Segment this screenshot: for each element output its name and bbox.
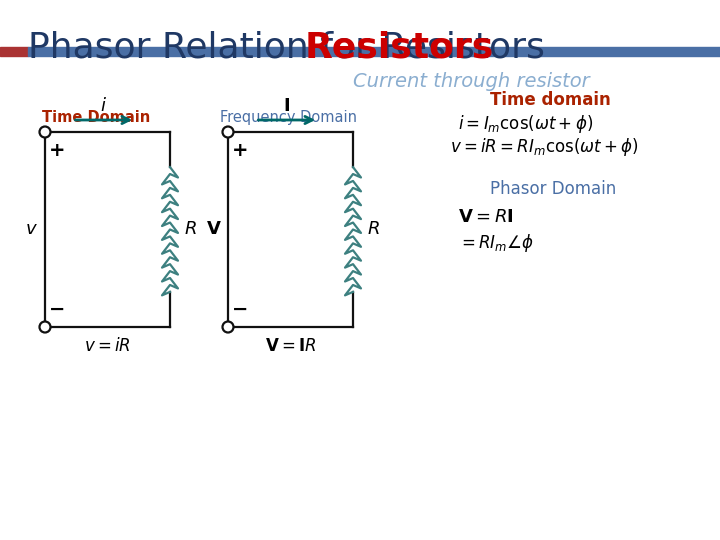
Text: Phasor Relation for Resistors: Phasor Relation for Resistors (28, 30, 545, 64)
Text: $\mathbf{I}$: $\mathbf{I}$ (283, 97, 290, 115)
Circle shape (222, 321, 233, 333)
Text: Time Domain: Time Domain (42, 110, 150, 125)
Text: $i = I_m \cos(\omega t + \phi)$: $i = I_m \cos(\omega t + \phi)$ (458, 113, 593, 135)
Text: Current through resistor: Current through resistor (354, 72, 590, 91)
Text: $\mathbf{V} = R\mathbf{I}$: $\mathbf{V} = R\mathbf{I}$ (458, 208, 513, 226)
Text: Resistors: Resistors (305, 30, 494, 64)
Text: $i$: $i$ (100, 97, 107, 115)
Circle shape (40, 321, 50, 333)
Text: $v$: $v$ (24, 220, 37, 239)
Text: −: − (49, 300, 66, 319)
Text: $R$: $R$ (184, 220, 197, 239)
Text: $v = iR$: $v = iR$ (84, 337, 131, 355)
Text: $\mathbf{V}$: $\mathbf{V}$ (206, 220, 222, 239)
Bar (0, 47, 28, 56)
Text: $= RI_m\angle\phi$: $= RI_m\angle\phi$ (458, 232, 534, 254)
Text: Phasor Domain: Phasor Domain (490, 180, 616, 198)
Text: $R$: $R$ (367, 220, 379, 239)
Text: Frequency Domain: Frequency Domain (220, 110, 357, 125)
Text: $\mathbf{V} = \mathbf{I}R$: $\mathbf{V} = \mathbf{I}R$ (265, 337, 316, 355)
Text: +: + (49, 140, 66, 159)
Text: $v = iR = RI_m \cos(\omega t + \phi)$: $v = iR = RI_m \cos(\omega t + \phi)$ (450, 136, 639, 158)
Text: −: − (232, 300, 248, 319)
Circle shape (40, 126, 50, 138)
Text: Time domain: Time domain (490, 91, 611, 109)
Bar (28, 47, 720, 56)
Circle shape (222, 126, 233, 138)
Text: +: + (232, 140, 248, 159)
